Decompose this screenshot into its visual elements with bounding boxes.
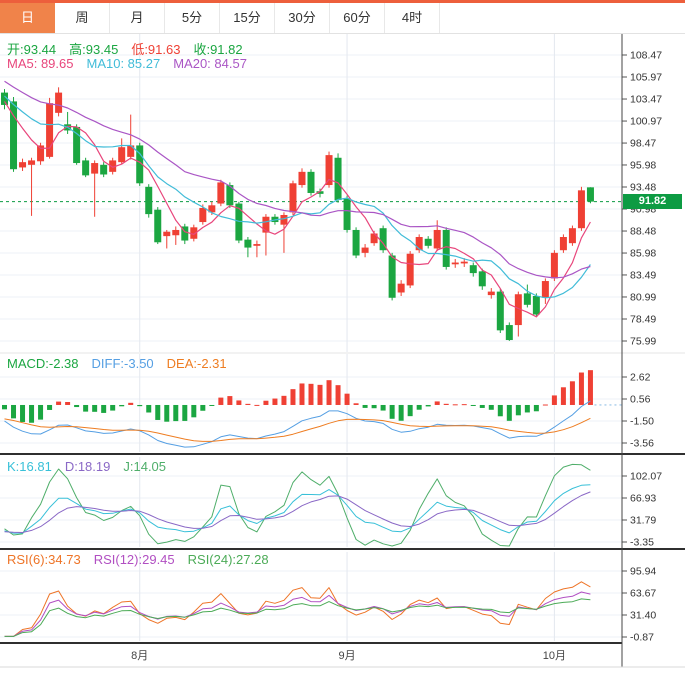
tab-day[interactable]: 日 <box>0 3 55 33</box>
tab-month[interactable]: 月 <box>110 3 165 33</box>
price-axis-label: 100.97 <box>630 116 662 128</box>
price-axis-label: 108.47 <box>630 50 662 62</box>
price-axis-label: 95.98 <box>630 159 656 171</box>
top-accent-bar <box>0 0 685 3</box>
price-axis-label: 85.98 <box>630 248 656 260</box>
high-value: 高:93.45 <box>69 42 119 57</box>
rsi12-value: RSI(12):29.45 <box>93 552 175 567</box>
diff-value: DIFF:-3.50 <box>91 356 154 371</box>
d-value: D:18.19 <box>64 459 111 474</box>
x-axis-label: 9月 <box>338 650 355 662</box>
tab-60min[interactable]: 60分 <box>330 3 385 33</box>
low-value: 低:91.63 <box>131 42 181 57</box>
kdj-axis-label: 66.93 <box>630 493 656 505</box>
tab-week[interactable]: 周 <box>55 3 110 33</box>
timeframe-tabbar: 日周月 5分 15分 30分 60分 4时 <box>0 3 685 34</box>
ma-readout: MA5: 89.65 MA10: 85.27 MA20: 84.57 <box>7 56 260 71</box>
rsi-readout: RSI(6):34.73 RSI(12):29.45 RSI(24):27.28 <box>7 552 282 567</box>
tab-4hour[interactable]: 4时 <box>385 3 440 33</box>
price-axis-label: 78.49 <box>630 313 656 325</box>
price-axis-label: 88.48 <box>630 226 656 238</box>
macd-axis-label: -1.50 <box>630 416 654 428</box>
ohlc-readout: 开:93.44 高:93.45 低:91.63 收:91.82 <box>7 39 256 58</box>
dea-value: DEA:-2.31 <box>166 356 227 371</box>
macd-readout: MACD:-2.38 DIFF:-3.50 DEA:-2.31 <box>7 356 240 371</box>
rsi24-value: RSI(24):27.28 <box>187 552 269 567</box>
kdj-axis-label: 102.07 <box>630 471 662 483</box>
macd-value: MACD:-2.38 <box>7 356 79 371</box>
rsi6-value: RSI(6):34.73 <box>7 552 81 567</box>
j-value: J:14.05 <box>123 459 167 474</box>
x-axis-label: 8月 <box>131 650 148 662</box>
macd-axis-label: -3.56 <box>630 438 654 450</box>
rsi-axis-label: 31.40 <box>630 610 656 622</box>
price-axis-label: 80.99 <box>630 291 656 303</box>
current-price-badge: 91.82 <box>623 194 682 210</box>
k-value: K:16.81 <box>7 459 52 474</box>
rsi-axis-label: -0.87 <box>630 632 654 644</box>
rsi-axis-label: 95.94 <box>630 566 656 578</box>
close-value: 收:91.82 <box>193 42 243 57</box>
x-axis-label: 10月 <box>543 650 566 662</box>
kdj-axis-label: 31.79 <box>630 515 656 527</box>
kdj-readout: K:16.81 D:18.19 J:14.05 <box>7 459 179 474</box>
open-value: 开:93.44 <box>7 42 57 57</box>
tab-30min[interactable]: 30分 <box>275 3 330 33</box>
price-axis-label: 93.48 <box>630 181 656 193</box>
macd-axis-label: 0.56 <box>630 394 651 406</box>
ma5-value: MA5: 89.65 <box>7 56 74 71</box>
price-axis-label: 75.99 <box>630 336 656 348</box>
ma20-value: MA20: 84.57 <box>173 56 247 71</box>
rsi-axis-label: 63.67 <box>630 588 656 600</box>
price-axis-label: 98.47 <box>630 138 656 150</box>
macd-axis-label: 2.62 <box>630 372 651 384</box>
ma10-value: MA10: 85.27 <box>86 56 161 71</box>
tab-5min[interactable]: 5分 <box>165 3 220 33</box>
price-axis-label: 103.47 <box>630 94 662 106</box>
kdj-axis-label: -3.35 <box>630 537 654 549</box>
tab-15min[interactable]: 15分 <box>220 3 275 33</box>
price-axis-label: 105.97 <box>630 72 662 84</box>
price-axis-label: 83.49 <box>630 269 656 281</box>
